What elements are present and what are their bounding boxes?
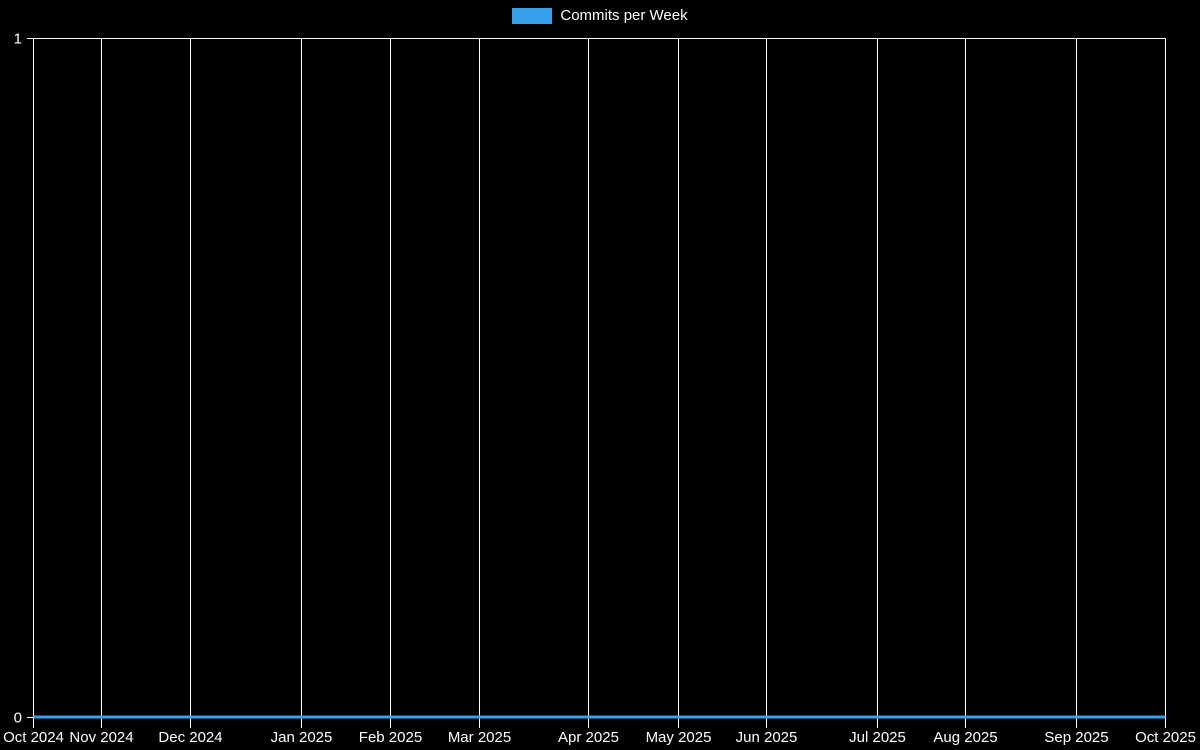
x-tick-label: May 2025 — [646, 729, 712, 746]
y-tick-label: 1 — [14, 31, 22, 48]
x-tick-label: Sep 2025 — [1044, 729, 1108, 746]
chart-legend-item[interactable]: Commits per Week — [0, 8, 1200, 24]
x-tick-label: Oct 2024 — [3, 729, 64, 746]
x-tick-label: Dec 2024 — [158, 729, 222, 746]
legend-label: Commits per Week — [560, 7, 688, 24]
x-tick-label: Aug 2025 — [933, 729, 997, 746]
x-tick-label: Feb 2025 — [359, 729, 422, 746]
x-tick-label: Mar 2025 — [448, 729, 511, 746]
x-tick-label: Jan 2025 — [271, 729, 333, 746]
x-tick-label: Jun 2025 — [736, 729, 798, 746]
x-tick-label: Nov 2024 — [69, 729, 133, 746]
x-tick-label: Apr 2025 — [558, 729, 619, 746]
legend-swatch-icon — [512, 8, 553, 24]
y-tick-label: 0 — [14, 710, 22, 727]
x-tick-label: Jul 2025 — [849, 729, 906, 746]
x-tick-label: Oct 2025 — [1135, 729, 1196, 746]
